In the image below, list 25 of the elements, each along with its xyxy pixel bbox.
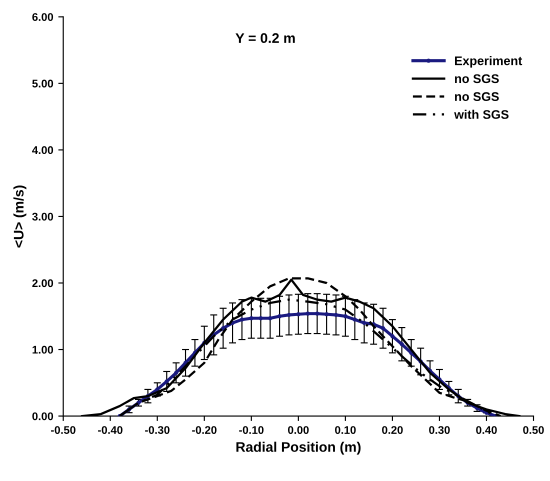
x-tick-label: 0.50 (523, 426, 544, 434)
y-tick-label: 4.00 (32, 146, 54, 154)
x-tick-label: -0.40 (98, 426, 122, 434)
x-tick-label: 0.00 (288, 426, 309, 434)
x-tick-label: -0.20 (192, 426, 217, 434)
x-tick-label: -0.30 (145, 426, 170, 434)
legend-label: Experiment (455, 56, 522, 68)
x-tick-label: -0.10 (239, 426, 264, 434)
legend-label: with SGS (454, 110, 509, 119)
x-tick-label: 0.30 (429, 426, 450, 434)
y-tick-label: 0.00 (32, 412, 54, 420)
x-tick-label: 0.40 (476, 426, 497, 434)
legend-label: no SGS (455, 92, 499, 102)
y-tick-label: 3.00 (32, 212, 54, 221)
x-axis-title: Radial Position (m) (236, 442, 361, 455)
x-tick-label: 0.10 (335, 426, 356, 434)
y-tick-label: 2.00 (32, 279, 54, 288)
x-tick-label: 0.20 (382, 426, 403, 434)
y-tick-label: 1.00 (32, 346, 54, 354)
annotation: Y = 0.2 m (236, 33, 295, 44)
x-tick-label: -0.50 (51, 426, 76, 434)
y-tick-label: 5.00 (32, 80, 54, 88)
y-tick-label: 6.00 (32, 13, 54, 21)
legend-label: no SGS (455, 74, 499, 84)
y-axis-title: <U> (m/s) (13, 185, 26, 248)
